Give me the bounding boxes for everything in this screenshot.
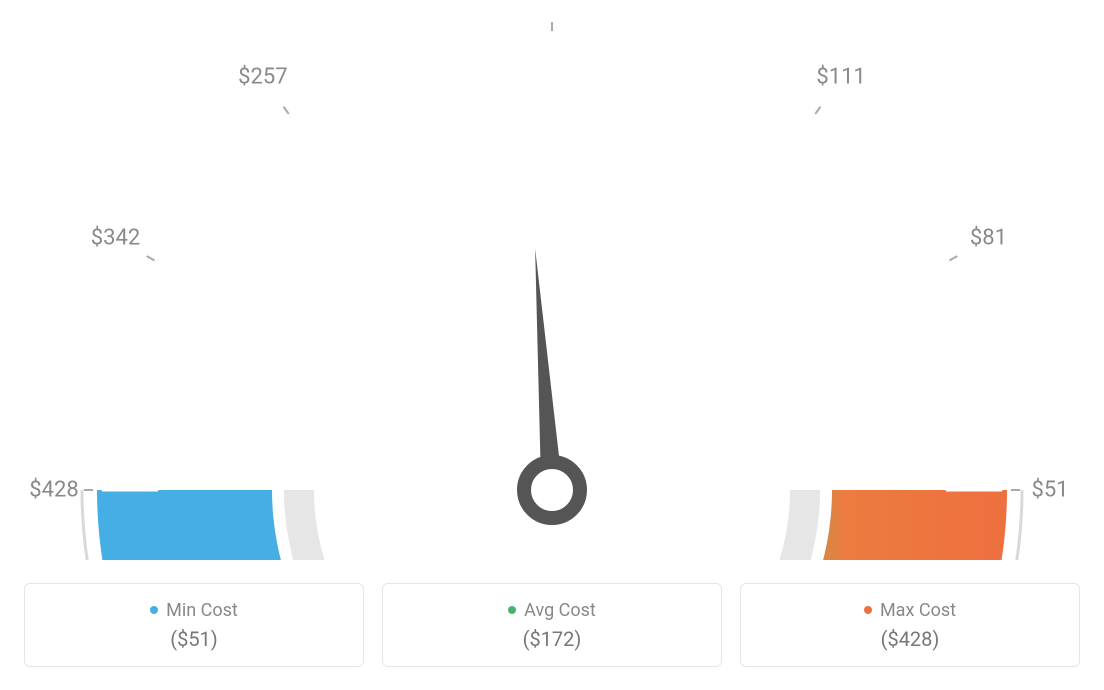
legend-min-cost: Min Cost ($51) [24,583,364,667]
gauge-tick-label: $51 [1031,478,1068,503]
legend-dot-min [150,606,158,614]
gauge-tick-label: $111 [816,65,865,90]
gauge-tick-label: $257 [238,65,287,90]
legend-dot-max [864,606,872,614]
legend-value-max: ($428) [881,627,940,651]
gauge-tick-label: $428 [29,478,78,503]
gauge-tick-label: $81 [970,226,1007,251]
gauge-svg [0,0,1104,560]
legend-label-avg: Avg Cost [524,600,596,621]
legend-label-max: Max Cost [880,600,956,621]
legend-dot-avg [508,606,516,614]
legend-row: Min Cost ($51) Avg Cost ($172) Max Cost … [0,583,1104,667]
cost-gauge: $51$81$111$172$257$342$428 [0,0,1104,560]
legend-label-min: Min Cost [166,600,238,621]
legend-value-avg: ($172) [523,627,582,651]
legend-max-cost: Max Cost ($428) [740,583,1080,667]
legend-value-min: ($51) [170,627,218,651]
legend-avg-cost: Avg Cost ($172) [382,583,722,667]
gauge-tick-label: $342 [91,226,140,251]
